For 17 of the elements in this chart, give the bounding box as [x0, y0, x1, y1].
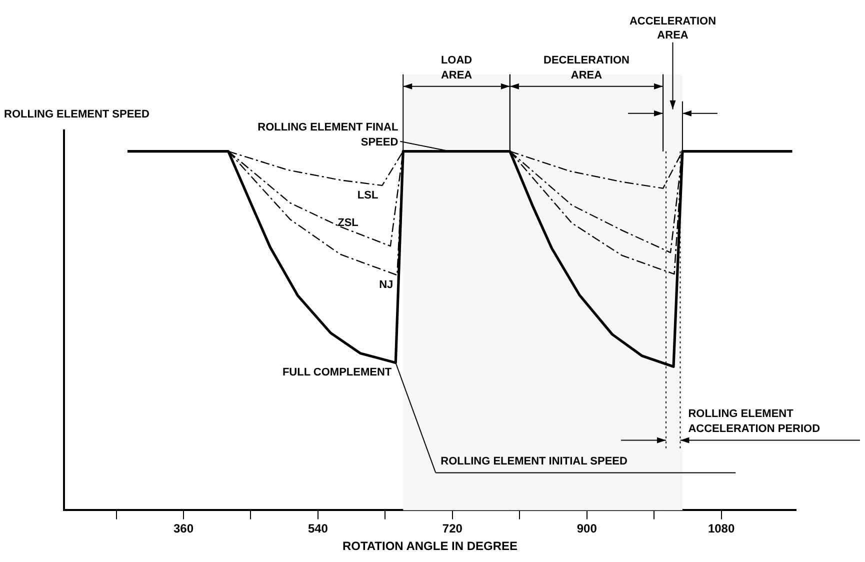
x-tick-label: 900	[576, 522, 598, 536]
x-tick-label: 360	[173, 522, 194, 536]
annotation: ROLLING ELEMENT INITIAL SPEED	[440, 456, 628, 468]
x-tick-label: 720	[442, 522, 463, 536]
band-label: LOAD AREA	[440, 54, 472, 82]
series-label: LSL	[357, 189, 378, 202]
series-label: ZSL	[338, 217, 359, 230]
band-label: DECELERATION AREA	[544, 54, 630, 82]
x-axis-title: ROTATION ANGLE IN DEGREE	[342, 539, 518, 554]
x-tick-label: 540	[308, 522, 328, 536]
series-label: FULL COMPLEMENT	[282, 366, 392, 379]
series-label: NJ	[379, 279, 394, 292]
y-axis-title: ROLLING ELEMENT SPEED	[4, 108, 150, 120]
band-label: ACCELERATION AREA	[629, 15, 716, 42]
annotation: ROLLING ELEMENT FINAL SPEED	[258, 121, 398, 148]
ref-line-label: ROLLING ELEMENT ACCELERATION PERIOD	[688, 408, 820, 436]
x-tick-label: 1080	[708, 522, 735, 536]
